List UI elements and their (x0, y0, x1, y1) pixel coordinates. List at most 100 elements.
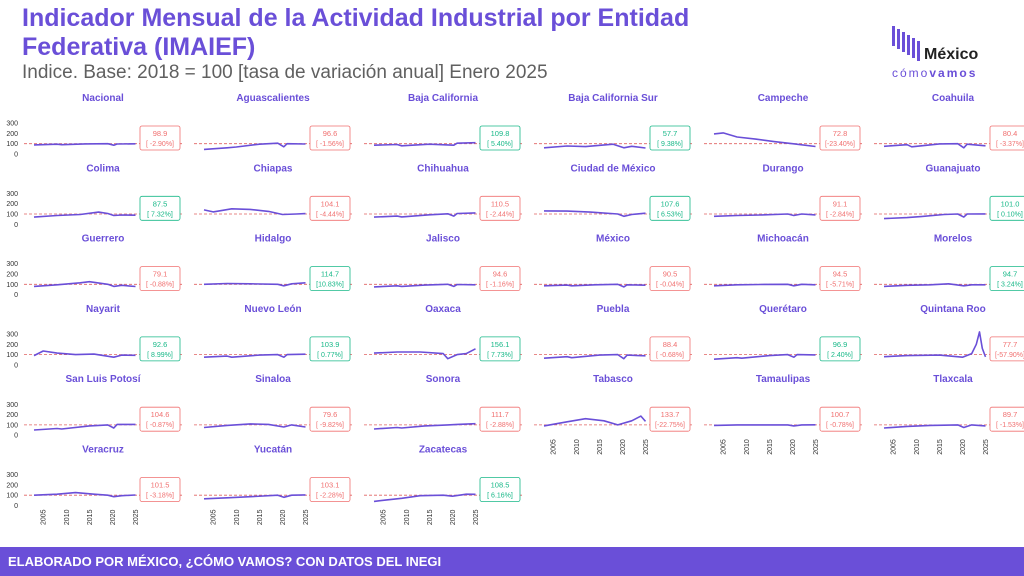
annual-change-label: [ -1.53%] (996, 422, 1024, 429)
y-tick-label: 200 (6, 201, 18, 208)
panel-chihuahua: Chihuahua 110.5 [ -2.44%] (364, 163, 524, 221)
y-tick-label: 300 (6, 402, 18, 409)
latest-value-label: 88.4 (663, 340, 678, 349)
panel-veracruz: Veracruz 0 100 200 300 101.5 [ -3.18%] 2005 2010… (6, 445, 184, 525)
logo-bars-icon (892, 26, 920, 61)
panel-guanajuato: Guanajuato 101.0 [ 0.10%] (874, 163, 1024, 221)
value-box (479, 406, 521, 432)
annual-change-label: [ -0.04%] (656, 282, 684, 289)
latest-value-label: 94.7 (1003, 270, 1018, 279)
y-tick-label: 200 (6, 271, 18, 278)
panel-guerrero: Guerrero 0 100 200 300 79.1 [ -0.88%] (6, 234, 184, 299)
panel-ciudad-de-m-xico: Ciudad de México 107.6 [ 6.53%] (534, 163, 694, 221)
series-line (713, 424, 816, 427)
series-line (203, 208, 306, 216)
latest-value-label: 114.7 (321, 270, 339, 279)
panel-sinaloa: Sinaloa 79.6 [ -9.82%] (194, 374, 354, 432)
latest-value-label: 96.6 (323, 129, 338, 138)
panel-title: Ciudad de México (570, 163, 655, 174)
annual-change-label: [ 9.38%] (657, 141, 683, 148)
annual-change-label: [ -2.28%] (316, 493, 344, 500)
latest-value-label: 77.7 (1003, 340, 1018, 349)
panel-m-xico: México 90.5 [ -0.04%] (534, 234, 694, 292)
x-tick-label: 2025 (303, 509, 310, 525)
panel-san-luis-potos-: San Luis Potosí 0 100 200 300 104.6 [ -0.87%] (6, 374, 184, 440)
x-tick-label: 2020 (280, 509, 287, 525)
annual-change-label: [ 6.16%] (487, 493, 513, 500)
panel-title: Colima (86, 163, 120, 174)
annual-change-label: [ 6.53%] (657, 211, 683, 218)
annual-change-label: [ -0.88%] (146, 282, 174, 289)
panel-morelos: Morelos 94.7 [ 3.24%] (874, 234, 1024, 291)
panel-chiapas: Chiapas 104.1 [ -4.44%] (194, 163, 354, 221)
value-box (649, 336, 691, 362)
panel-title: Tabasco (593, 374, 633, 385)
y-tick-label: 300 (6, 121, 18, 128)
latest-value-label: 103.9 (321, 340, 340, 349)
panel-title: Jalisco (426, 234, 460, 245)
panel-title: Nuevo León (244, 304, 301, 315)
panel-title: Chiapas (254, 163, 293, 174)
series-line (203, 423, 306, 429)
annual-change-label: [ 7.73%] (487, 352, 513, 359)
annual-change-label: [ 8.99%] (147, 352, 173, 359)
series-line (33, 491, 136, 498)
value-box (989, 195, 1024, 221)
x-tick-label: 2010 (234, 509, 241, 525)
panel-title: Sonora (426, 374, 461, 385)
x-tick-label: 2020 (620, 439, 627, 455)
annual-change-label: [ -0.68%] (656, 352, 684, 359)
value-box (309, 406, 351, 432)
panel-tamaulipas: Tamaulipas 100.7 [ -0.78%] 2005 2010 2015 2020… (704, 374, 864, 455)
series-line (543, 210, 646, 218)
panel-sonora: Sonora 111.7 [ -2.88%] (364, 374, 524, 432)
logo-tagline-como: cómo (892, 66, 930, 80)
series-line (33, 211, 136, 218)
series-line (543, 353, 646, 360)
annual-change-label: [10.83%] (316, 282, 344, 289)
small-multiples-chart: Nacional 0 100 200 300 98.9 [ -2.90%] Aguascali… (6, 93, 1024, 525)
panel-title: Zacatecas (419, 445, 468, 456)
y-tick-label: 300 (6, 472, 18, 479)
y-tick-label: 200 (6, 482, 18, 489)
panel-title: Nayarit (86, 304, 121, 315)
latest-value-label: 92.6 (153, 340, 168, 349)
annual-change-label: [ 3.24%] (997, 282, 1023, 289)
panel-baja-california-sur: Baja California Sur 57.7 [ 9.38%] (534, 93, 694, 151)
series-line (203, 494, 306, 500)
y-tick-label: 100 (6, 352, 18, 359)
panel-title: Michoacán (757, 234, 809, 245)
y-tick-label: 100 (6, 141, 18, 148)
value-box (649, 266, 691, 292)
value-box (139, 406, 181, 432)
value-box (139, 125, 181, 151)
panel-title: Tamaulipas (756, 374, 811, 385)
panel-title: Coahuila (932, 93, 975, 104)
x-tick-label: 2025 (133, 509, 140, 525)
panel-title: Veracruz (82, 445, 124, 456)
value-box (989, 266, 1024, 291)
series-line (33, 423, 136, 431)
value-box (139, 195, 181, 221)
x-tick-label: 2025 (813, 439, 820, 455)
annual-change-label: [ -2.84%] (826, 211, 854, 218)
logo-tagline: cómovamos (892, 66, 977, 80)
panel-title: Campeche (758, 93, 809, 104)
series-line (883, 283, 986, 288)
latest-value-label: 100.7 (831, 410, 850, 419)
value-box (479, 195, 521, 221)
value-box (819, 336, 861, 362)
series-line (713, 213, 816, 218)
x-tick-label: 2005 (41, 509, 48, 525)
latest-value-label: 101.0 (1001, 199, 1020, 208)
panel-title: Chihuahua (417, 163, 469, 174)
panel-title: Yucatán (254, 445, 292, 456)
panel-hidalgo: Hidalgo 114.7 [10.83%] (194, 234, 354, 292)
annual-change-label: [ -3.18%] (146, 493, 174, 500)
footer-bar: ELABORADO POR MÉXICO, ¿CÓMO VAMOS? CON D… (0, 547, 1024, 576)
value-box (989, 406, 1024, 432)
chart-title: Indicador Mensual de la Actividad Indust… (22, 4, 690, 61)
panel-title: México (596, 234, 630, 245)
panel-title: Tlaxcala (933, 374, 973, 385)
panel-title: Baja California (408, 93, 478, 104)
